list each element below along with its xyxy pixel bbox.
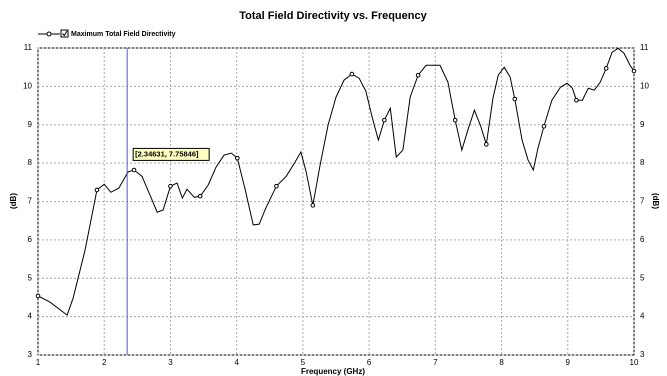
chart-title: Total Field Directivity vs. Frequency bbox=[239, 10, 427, 22]
x-tick-label: 3 bbox=[168, 358, 173, 367]
y2-axis-label: (dB) bbox=[651, 193, 660, 209]
y2-tick-label: 6 bbox=[640, 235, 645, 244]
x-tick-label: 5 bbox=[301, 358, 306, 367]
data-marker bbox=[349, 71, 355, 77]
data-marker bbox=[197, 193, 203, 199]
y-tick-label: 7 bbox=[28, 197, 33, 206]
data-marker bbox=[35, 293, 41, 299]
data-marker bbox=[574, 97, 579, 103]
data-marker bbox=[274, 183, 279, 189]
x-tick-label: 8 bbox=[499, 358, 504, 367]
y-tick-label: 8 bbox=[28, 158, 33, 167]
data-marker bbox=[512, 96, 518, 102]
y-tick-label: 4 bbox=[28, 312, 33, 321]
data-marker bbox=[452, 117, 458, 123]
y2-tick-label: 5 bbox=[640, 273, 645, 282]
y-axis-label: (dB) bbox=[9, 193, 18, 209]
data-marker bbox=[131, 167, 137, 173]
y2-tick-label: 8 bbox=[640, 158, 645, 167]
data-line bbox=[37, 47, 635, 316]
y-tick-label: 5 bbox=[28, 273, 33, 282]
data-marker bbox=[235, 155, 240, 161]
x-axis-label: Frequency (GHz) bbox=[301, 367, 365, 376]
y2-tick-label: 9 bbox=[640, 120, 645, 129]
data-marker bbox=[94, 187, 100, 193]
x-tick-label: 6 bbox=[367, 358, 372, 367]
checkmark bbox=[62, 30, 68, 37]
legend-label: Maximum Total Field Directivity bbox=[71, 31, 176, 38]
x-tick-label: 10 bbox=[630, 358, 639, 367]
x-tick-label: 7 bbox=[433, 358, 438, 367]
cursor-label-box bbox=[132, 147, 210, 161]
data-marker bbox=[541, 123, 547, 129]
y-tick-label: 3 bbox=[28, 350, 33, 359]
data-marker bbox=[168, 183, 173, 189]
data-marker bbox=[484, 142, 489, 147]
legend: Maximum Total Field Directivity bbox=[38, 29, 176, 38]
y-tick-label: 6 bbox=[28, 235, 33, 244]
legend-checkbox[interactable] bbox=[60, 29, 69, 38]
cursor-label: [2.34631, 7.75846] bbox=[135, 149, 199, 158]
data-marker bbox=[631, 68, 637, 74]
x-tick-label: 9 bbox=[566, 358, 571, 367]
data-marker bbox=[310, 203, 316, 208]
y2-tick-label: 11 bbox=[640, 43, 649, 52]
x-tick-label: 2 bbox=[102, 358, 107, 367]
y2-tick-label: 4 bbox=[640, 312, 645, 321]
x-tick-label: 4 bbox=[234, 358, 239, 367]
y-tick-label: 11 bbox=[24, 43, 33, 52]
y-tick-label: 10 bbox=[23, 81, 32, 90]
y2-tick-label: 10 bbox=[640, 81, 649, 90]
x-tick-label: 1 bbox=[36, 358, 41, 367]
data-marker bbox=[382, 117, 387, 123]
legend-marker bbox=[46, 31, 52, 37]
y2-tick-label: 3 bbox=[640, 350, 645, 359]
y-tick-label: 9 bbox=[28, 120, 33, 129]
data-marker bbox=[603, 66, 609, 71]
y2-tick-label: 7 bbox=[640, 197, 645, 206]
data-marker bbox=[415, 72, 421, 78]
